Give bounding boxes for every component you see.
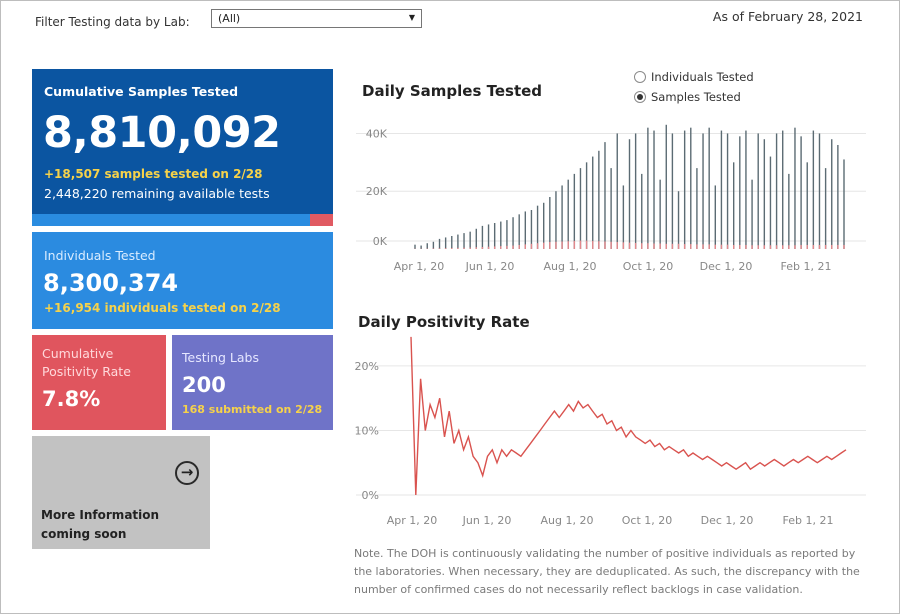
x-tick-label: Dec 1, 20 xyxy=(700,260,753,273)
y-tick-label: 0K xyxy=(373,235,388,248)
metric-toggle: Individuals Tested Samples Tested xyxy=(634,67,754,107)
positivity-rate-title: Cumulative Positivity Rate xyxy=(42,346,131,379)
lab-filter-select[interactable]: (All) ▼ xyxy=(211,9,422,28)
testing-labs-title: Testing Labs xyxy=(182,350,259,365)
individuals-tested-title: Individuals Tested xyxy=(44,248,156,263)
individuals-tested-value: 8,300,374 xyxy=(43,269,179,297)
y-tick-label: 20K xyxy=(366,185,388,198)
x-tick-label: Feb 1, 21 xyxy=(781,260,832,273)
as-of-date: As of February 28, 2021 xyxy=(712,9,863,24)
positivity-rate-value: 7.8% xyxy=(42,387,101,411)
y-tick-label: 40K xyxy=(366,127,388,140)
radio-samples-tested[interactable]: Samples Tested xyxy=(634,87,754,107)
tests-remaining-fill xyxy=(310,214,333,226)
labs-submitted: 168 submitted on 2/28 xyxy=(182,403,323,416)
daily-samples-title: Daily Samples Tested xyxy=(362,82,543,100)
individuals-tested-today: +16,954 individuals tested on 2/28 xyxy=(44,301,281,315)
cumulative-samples-card: Cumulative Samples Tested 8,810,092 +18,… xyxy=(32,69,333,226)
x-tick-label: Apr 1, 20 xyxy=(387,514,438,527)
radio-circle-icon[interactable] xyxy=(634,71,646,83)
radio-label: Samples Tested xyxy=(651,90,741,104)
x-tick-label: Aug 1, 20 xyxy=(541,514,594,527)
x-tick-label: Jun 1, 20 xyxy=(462,514,512,527)
tests-usage-fill xyxy=(32,214,311,226)
lab-filter-value: (All) xyxy=(218,12,241,25)
cumulative-samples-value: 8,810,092 xyxy=(43,108,281,158)
individuals-tested-card: Individuals Tested 8,300,374 +16,954 ind… xyxy=(32,232,333,329)
tests-usage-bar xyxy=(32,214,333,226)
note-text: Note. The DOH is continuously validating… xyxy=(354,547,860,596)
filter-label: Filter Testing data by Lab: xyxy=(35,15,190,29)
daily-positivity-title: Daily Positivity Rate xyxy=(358,313,530,331)
x-tick-label: Oct 1, 20 xyxy=(622,514,673,527)
more-information-text: More Information coming soon xyxy=(41,508,160,541)
radio-individuals-tested[interactable]: Individuals Tested xyxy=(634,67,754,87)
x-tick-label: Aug 1, 20 xyxy=(544,260,597,273)
x-tick-label: Dec 1, 20 xyxy=(701,514,754,527)
x-tick-label: Apr 1, 20 xyxy=(394,260,445,273)
y-tick-label: 0% xyxy=(362,489,379,502)
x-tick-label: Jun 1, 20 xyxy=(465,260,515,273)
testing-labs-card: Testing Labs 200 168 submitted on 2/28 xyxy=(172,335,333,430)
radio-label: Individuals Tested xyxy=(651,70,754,84)
remaining-tests: 2,448,220 remaining available tests xyxy=(44,186,270,201)
arrow-right-circle-icon[interactable]: → xyxy=(175,461,199,485)
samples-tested-today: +18,507 samples tested on 2/28 xyxy=(44,167,263,181)
x-tick-label: Feb 1, 21 xyxy=(783,514,834,527)
y-tick-label: 10% xyxy=(355,424,379,437)
y-tick-label: 20% xyxy=(355,360,379,373)
dropdown-arrow-icon[interactable]: ▼ xyxy=(408,13,415,22)
radio-circle-icon[interactable] xyxy=(634,91,646,103)
testing-labs-value: 200 xyxy=(182,373,226,397)
positivity-rate-card: Cumulative Positivity Rate 7.8% xyxy=(32,335,166,430)
positivity-line xyxy=(410,336,847,496)
x-tick-label: Oct 1, 20 xyxy=(623,260,674,273)
more-information-card[interactable]: → More Information coming soon xyxy=(32,436,210,549)
cumulative-samples-title: Cumulative Samples Tested xyxy=(44,84,239,99)
